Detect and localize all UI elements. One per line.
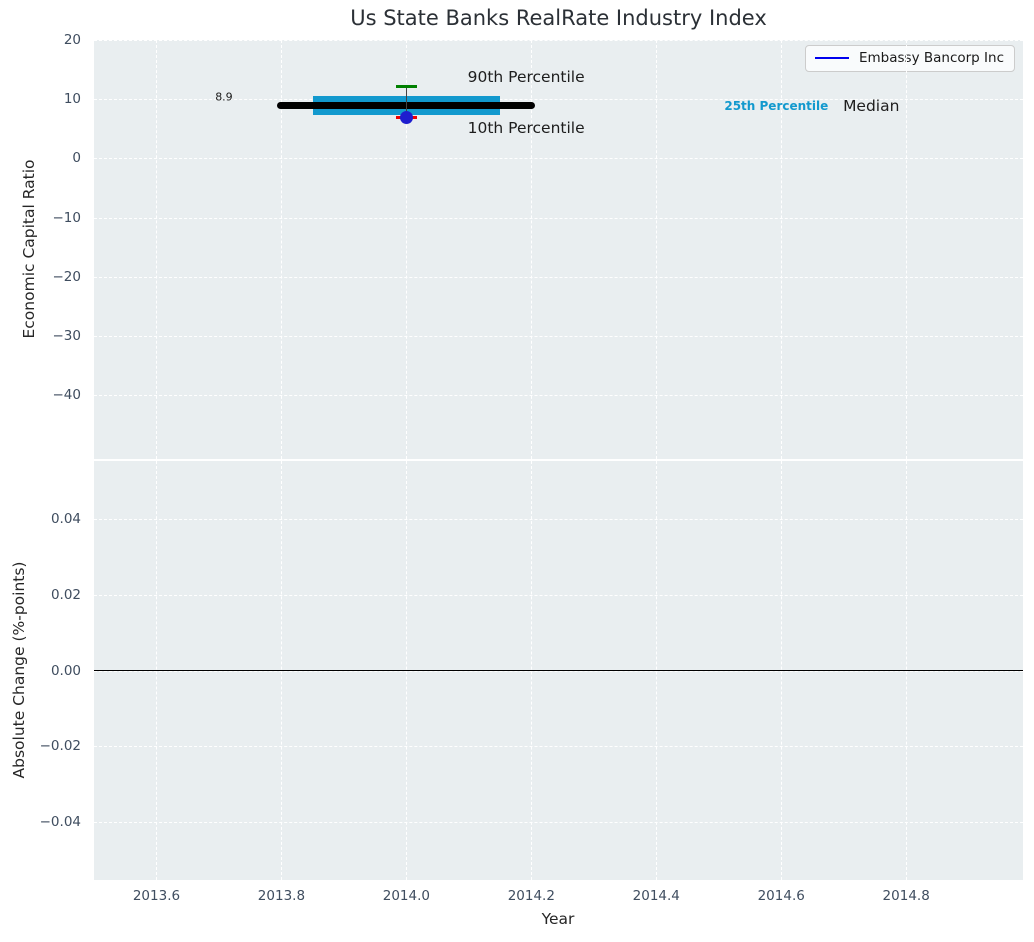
company-point bbox=[399, 111, 413, 125]
x-tick-label: 2014.2 bbox=[507, 888, 555, 904]
y-tick-label: 10 bbox=[63, 91, 81, 108]
gridline bbox=[94, 99, 1023, 101]
gridline bbox=[156, 40, 158, 459]
x-tick-label: 2013.8 bbox=[257, 888, 306, 904]
legend-label: Embassy Bancorp Inc bbox=[858, 50, 1004, 66]
gridline bbox=[781, 40, 783, 459]
p90-cap bbox=[395, 84, 417, 88]
gridline bbox=[94, 217, 1023, 219]
y-tick-label: −30 bbox=[52, 327, 82, 344]
gridline bbox=[406, 40, 408, 459]
y-tick-label: −0.04 bbox=[39, 814, 81, 831]
y-tick-label: 0.04 bbox=[50, 510, 81, 527]
gridline bbox=[656, 40, 658, 459]
x-axis-label: Year bbox=[541, 910, 575, 928]
y-tick-label: 0.00 bbox=[50, 662, 81, 679]
gridline bbox=[531, 40, 533, 459]
gridline bbox=[94, 594, 1023, 596]
y-tick-label: −40 bbox=[52, 387, 82, 404]
x-tick-label: 2014.0 bbox=[382, 888, 430, 904]
chart-title: Us State Banks RealRate Industry Index bbox=[350, 6, 767, 30]
bottom-axes bbox=[94, 461, 1023, 880]
gridline bbox=[94, 276, 1023, 278]
y-tick-label: −10 bbox=[52, 209, 82, 226]
annotation-8-9: 8.9 bbox=[215, 90, 233, 104]
gridline bbox=[281, 40, 283, 459]
gridline bbox=[94, 822, 1023, 824]
y-tick-label: −0.02 bbox=[39, 738, 81, 755]
annotation-10th-percentile: 10th Percentile bbox=[467, 119, 585, 137]
x-tick-label: 2014.4 bbox=[632, 888, 680, 904]
top-axes: Embassy Bancorp Inc 8.9 90th Percentile 10… bbox=[94, 40, 1023, 459]
x-tick-label: 2014.8 bbox=[882, 888, 930, 904]
gridline bbox=[94, 40, 1023, 41]
gridline bbox=[94, 395, 1023, 397]
gridline bbox=[94, 335, 1023, 337]
zero-line bbox=[94, 669, 1023, 672]
legend-line-icon bbox=[814, 57, 849, 59]
y-axis-label-top: Economic Capital Ratio bbox=[20, 159, 38, 339]
whisker-line bbox=[405, 86, 408, 118]
annotation-median: Median bbox=[843, 97, 900, 116]
y-tick-label: 0.02 bbox=[50, 586, 81, 603]
y-tick-label: 20 bbox=[63, 32, 81, 48]
x-tick-label: 2014.6 bbox=[757, 888, 805, 904]
x-tick-label: 2013.6 bbox=[132, 888, 181, 904]
legend: Embassy Bancorp Inc bbox=[804, 45, 1015, 72]
y-tick-label: −20 bbox=[52, 268, 82, 285]
annotation-25th-percentile: 25th Percentile bbox=[724, 98, 829, 113]
gridline bbox=[94, 158, 1023, 160]
gridline bbox=[94, 746, 1023, 748]
gridline bbox=[94, 518, 1023, 520]
gridline bbox=[906, 40, 908, 459]
annotation-90th-percentile: 90th Percentile bbox=[467, 67, 585, 86]
y-tick-label: 0 bbox=[72, 150, 81, 167]
